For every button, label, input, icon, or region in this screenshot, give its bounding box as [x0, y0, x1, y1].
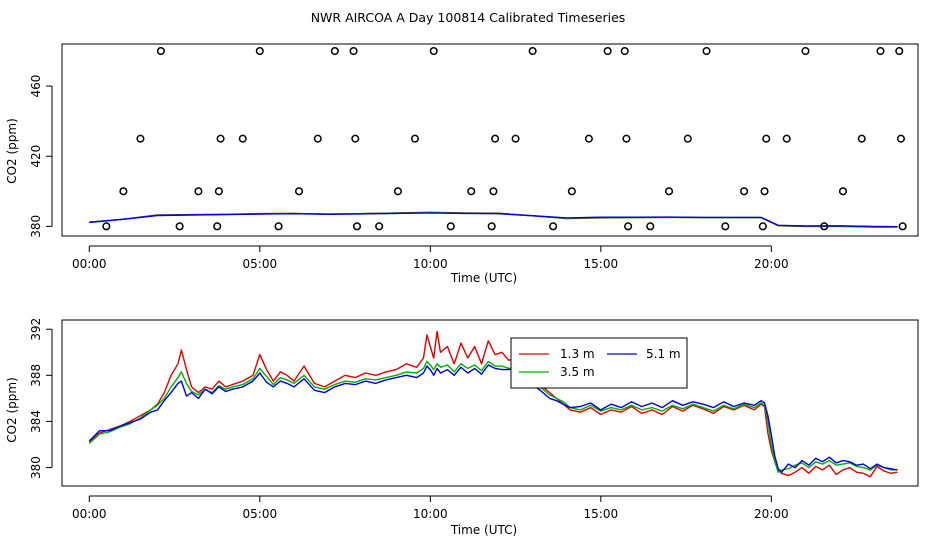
- scatter-point: [487, 222, 496, 231]
- scatter-point: [429, 46, 438, 56]
- y-tick-label: 388: [29, 364, 43, 387]
- scatter-point: [352, 222, 362, 231]
- series-lines-bottom: [88, 330, 898, 478]
- scatter-point: [549, 222, 558, 231]
- scatter-point: [702, 46, 711, 56]
- y-tick-label: 380: [29, 456, 43, 479]
- scatter-point: [446, 222, 455, 231]
- x-tick-label: 10:00: [413, 507, 448, 521]
- scatter-point: [857, 134, 866, 143]
- series-lines-top: [89, 211, 898, 228]
- scatter-points-top: [102, 46, 907, 231]
- scatter-point: [214, 187, 223, 196]
- plot-frame-top: [61, 43, 919, 237]
- series-line-3-5-m: [88, 360, 898, 473]
- scatter-point: [393, 187, 402, 196]
- scatter-point: [896, 134, 905, 143]
- scatter-point: [238, 134, 247, 143]
- scatter-point: [762, 134, 771, 143]
- scatter-point: [838, 187, 848, 196]
- scatter-point: [664, 187, 674, 196]
- scatter-point: [375, 222, 384, 231]
- x-axis-label-top: Time (UTC): [450, 271, 517, 285]
- y-tick-label: 392: [29, 318, 43, 341]
- y-tick-label: 384: [29, 410, 43, 433]
- scatter-point: [820, 222, 829, 231]
- scatter-point: [740, 187, 749, 196]
- scatter-point: [294, 187, 304, 196]
- series-line-5-1-m: [88, 364, 898, 473]
- y-tick-label: 460: [29, 75, 43, 98]
- x-tick-label: 05:00: [243, 507, 278, 521]
- figure-title: NWR AIRCOA A Day 100814 Calibrated Times…: [311, 10, 626, 25]
- y-axis-label-top: CO2 (ppm): [5, 118, 19, 184]
- scatter-point: [683, 134, 692, 143]
- scatter-point: [898, 222, 907, 231]
- y-tick-label: 420: [29, 145, 43, 168]
- x-tick-label: 20:00: [754, 257, 789, 271]
- scatter-point: [330, 46, 339, 56]
- scatter-point: [467, 187, 476, 196]
- legend-label-1-3m: 1.3 m: [560, 347, 595, 361]
- scatter-point: [584, 134, 593, 143]
- x-tick-label: 20:00: [754, 507, 789, 521]
- scatter-point: [491, 134, 500, 143]
- scatter-point: [410, 134, 420, 143]
- x-axis-bottom: 00:00 05:00 10:00 15:00 20:00: [72, 495, 789, 521]
- y-tick-label: 380: [29, 215, 43, 238]
- legend-label-3-5m: 3.5 m: [560, 365, 595, 379]
- x-axis-top: 00:00 05:00 10:00 15:00 20:00: [72, 245, 789, 271]
- y-axis-top: 380 420 460: [29, 75, 53, 238]
- scatter-point: [758, 222, 767, 231]
- x-tick-label: 10:00: [413, 257, 448, 271]
- scatter-point: [624, 222, 633, 231]
- y-axis-bottom: 380 384 388 392: [29, 318, 53, 479]
- scatter-point: [175, 222, 184, 231]
- scatter-point: [782, 134, 791, 143]
- x-tick-label: 00:00: [72, 257, 107, 271]
- scatter-point: [801, 46, 810, 56]
- panel-top: 00:00 05:00 10:00 15:00 20:00 380 420 460 Time…: [5, 43, 919, 285]
- series-line-5-1-m: [89, 212, 898, 228]
- scatter-point: [274, 222, 283, 231]
- scatter-point: [511, 134, 520, 143]
- scatter-point: [876, 46, 885, 56]
- scatter-point: [567, 187, 576, 196]
- x-tick-label: 15:00: [584, 257, 619, 271]
- x-axis-label-bottom: Time (UTC): [450, 523, 517, 537]
- y-axis-label-bottom: CO2 (ppm): [5, 377, 19, 443]
- scatter-point: [721, 222, 730, 231]
- scatter-point: [603, 46, 612, 56]
- scatter-point: [646, 222, 655, 231]
- scatter-point: [349, 46, 358, 56]
- scatter-point: [489, 187, 498, 196]
- scatter-point: [895, 46, 904, 56]
- scatter-point: [351, 134, 360, 143]
- series-line-1-3-m: [88, 330, 898, 478]
- x-tick-label: 15:00: [584, 507, 619, 521]
- scatter-point: [119, 187, 128, 196]
- scatter-point: [255, 46, 264, 56]
- scatter-point: [313, 134, 322, 143]
- scatter-point: [622, 134, 631, 143]
- legend: 1.3 m 5.1 m 3.5 m: [510, 337, 688, 389]
- scatter-point: [620, 46, 629, 56]
- panel-bottom: 00:00 05:00 10:00 15:00 20:00 380 384 388 392 T…: [5, 318, 919, 537]
- x-tick-label: 05:00: [243, 257, 278, 271]
- scatter-point: [102, 222, 111, 231]
- scatter-point: [156, 46, 165, 56]
- scatter-point: [216, 134, 225, 143]
- scatter-point: [136, 134, 145, 143]
- scatter-point: [760, 187, 769, 196]
- plot-frame-bottom: [61, 319, 919, 487]
- legend-label-5-1m: 5.1 m: [646, 347, 681, 361]
- legend-box: [510, 337, 688, 389]
- scatter-point: [194, 187, 203, 196]
- scatter-point: [528, 46, 537, 56]
- x-tick-label: 00:00: [72, 507, 107, 521]
- scatter-point: [213, 222, 222, 231]
